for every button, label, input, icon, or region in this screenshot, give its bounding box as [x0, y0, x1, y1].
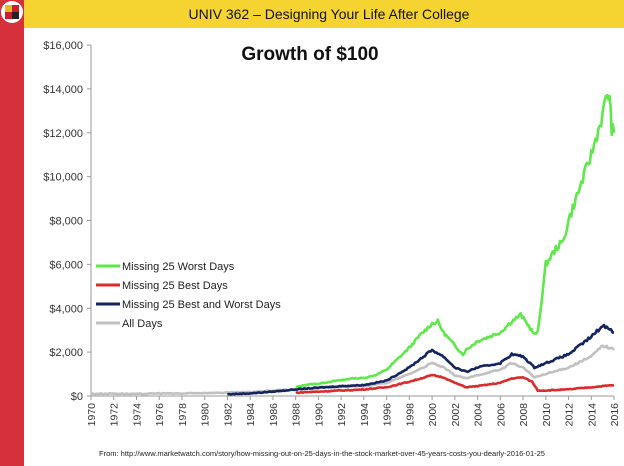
x-tick-label: 2002 — [450, 403, 462, 427]
y-tick-label: $6,000 — [49, 259, 83, 271]
growth-chart: Growth of $100 $0 $2,000 $4,000 $6,000 $8,00… — [43, 40, 621, 427]
y-tick-label: $16,000 — [43, 40, 83, 52]
legend-label: All Days — [122, 318, 163, 330]
x-tick-label: 1980 — [200, 403, 212, 427]
y-tick-label: $0 — [71, 391, 83, 403]
x-tick-label: 1992 — [336, 403, 348, 427]
series-lines — [90, 93, 616, 396]
x-tick-label: 1976 — [154, 403, 166, 427]
source-citation: From: http://www.marketwatch.com/story/h… — [99, 449, 545, 458]
x-tick-label: 1998 — [404, 403, 416, 427]
legend-label: Missing 25 Worst Days — [122, 261, 235, 273]
x-tick-label: 1970 — [86, 403, 98, 427]
series-line-missing-25-worst-days — [295, 93, 616, 389]
x-tick-label: 2004 — [473, 403, 485, 427]
y-tick-label: $12,000 — [43, 128, 83, 140]
slide-header: UNIV 362 – Designing Your Life After Col… — [24, 0, 624, 28]
legend-label: Missing 25 Best Days — [122, 280, 228, 292]
y-tick-label: $10,000 — [43, 172, 83, 184]
x-tick-label: 1996 — [382, 403, 394, 427]
x-tick-label: 2016 — [609, 403, 621, 427]
x-tick-label: 2012 — [564, 403, 576, 427]
legend: Missing 25 Worst Days Missing 25 Best Day… — [96, 261, 281, 330]
x-tick-label: 2000 — [427, 403, 439, 427]
legend-label: Missing 25 Best and Worst Days — [122, 299, 281, 311]
x-tick-label: 2008 — [518, 403, 530, 427]
series-line-missing-25-best-days — [295, 373, 615, 395]
x-tick-label: 1990 — [313, 403, 325, 427]
y-tick-label: $4,000 — [49, 303, 83, 315]
y-axis: $0 $2,000 $4,000 $6,000 $8,000 $10,000 $12,000… — [43, 40, 92, 403]
x-tick-label: 1972 — [109, 403, 121, 427]
x-tick-label: 2014 — [586, 403, 598, 427]
x-tick-label: 2010 — [541, 403, 553, 427]
x-tick-label: 1988 — [291, 403, 303, 427]
x-tick-label: 1978 — [177, 403, 189, 427]
university-seal-icon — [1, 1, 23, 23]
x-tick-label: 1974 — [131, 403, 143, 427]
x-tick-label: 1984 — [245, 403, 257, 427]
x-tick-label: 1982 — [222, 403, 234, 427]
left-accent-bar — [0, 0, 24, 466]
x-axis: 1970 1972 1974 1976 1978 1980 1982 1984 1986 1988… — [86, 395, 621, 427]
chart-title: Growth of $100 — [241, 44, 378, 65]
y-tick-label: $2,000 — [49, 347, 83, 359]
x-tick-label: 1994 — [359, 403, 371, 427]
y-tick-label: $14,000 — [43, 84, 83, 96]
x-tick-label: 2006 — [495, 403, 507, 427]
series-line-missing-25-best-and-worst-days — [227, 323, 615, 396]
x-tick-label: 1986 — [268, 403, 280, 427]
slide-title: UNIV 362 – Designing Your Life After Col… — [188, 6, 470, 22]
y-tick-label: $8,000 — [49, 216, 83, 228]
